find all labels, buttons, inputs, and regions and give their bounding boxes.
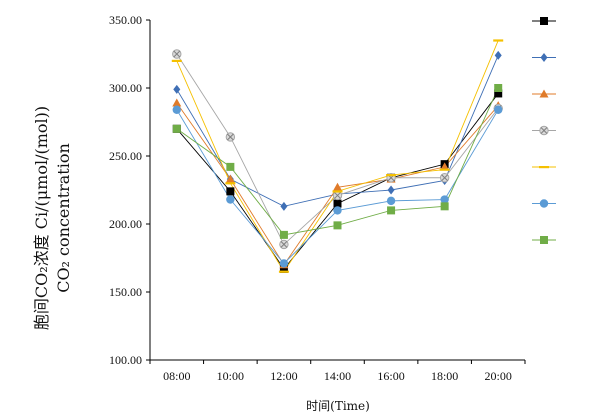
- series-5-point: [171, 59, 182, 62]
- y-tick-label: 150.00: [109, 285, 142, 299]
- y-axis-title-group: 胞间CO₂浓度 Ci/(μmol/(mol)) CO₂ concentratio…: [32, 106, 73, 330]
- series-7-point: [494, 84, 503, 92]
- x-tick-label: 16:00: [377, 369, 404, 383]
- series-6-point: [494, 105, 503, 114]
- series-3-point: [440, 162, 450, 171]
- legend-marker-6: [539, 199, 549, 208]
- series-1-line: [176, 93, 499, 270]
- series-4-point: [225, 132, 236, 142]
- series-5-point: [332, 190, 343, 193]
- series-5-point: [439, 168, 450, 171]
- series-2-point: [494, 50, 502, 60]
- series-2-point: [280, 201, 288, 211]
- y-tick-label: 100.00: [109, 353, 142, 367]
- series-1-point: [494, 89, 503, 98]
- x-tick-label: 10:00: [217, 369, 244, 383]
- series-5-point: [278, 270, 289, 273]
- series-4-point: [279, 239, 289, 250]
- x-tick-labels: 08:00 10:00 12:00 14:00 16:00 18:00 20:00: [163, 369, 512, 383]
- series-7-point: [279, 230, 288, 239]
- series-1-point: [279, 264, 288, 273]
- series-5-point: [386, 174, 397, 177]
- series-7-point: [440, 202, 449, 211]
- series-1-point: [226, 187, 235, 196]
- series-6-point: [279, 259, 289, 268]
- series-1-point: [333, 199, 342, 208]
- legend-marker-1: [540, 17, 548, 25]
- series-3-point: [333, 182, 342, 191]
- series-7-point: [387, 206, 396, 215]
- series-6-point: [226, 195, 235, 204]
- y-tick-label: 300.00: [109, 81, 142, 95]
- series-3-point: [225, 174, 235, 183]
- series-group: [171, 39, 504, 273]
- x-tick-label: 18:00: [431, 369, 458, 383]
- x-axis-title: 时间(Time): [306, 399, 370, 413]
- series-7-point: [172, 124, 181, 133]
- legend-marker-3: [539, 89, 549, 98]
- y-axis-title-line1: 胞间CO₂浓度 Ci/(μmol/(mol)): [32, 106, 51, 330]
- y-tick-label: 200.00: [109, 217, 142, 231]
- series-6-point: [386, 196, 396, 206]
- series-5-line: [176, 40, 499, 273]
- x-tick-label: 08:00: [163, 369, 190, 383]
- legend-marker-4: [539, 125, 549, 136]
- series-5-point: [225, 182, 236, 185]
- y-tick-labels: 100.00 150.00 200.00 250.00 300.00 350.00: [109, 13, 142, 367]
- legend-marker-2: [540, 53, 548, 62]
- series-7-point: [333, 221, 342, 230]
- series-3-point: [172, 98, 182, 107]
- series-6-point: [440, 195, 449, 204]
- series-4-point: [172, 49, 182, 59]
- series-6-point: [172, 105, 181, 114]
- x-tick-label: 12:00: [270, 369, 297, 383]
- y-tick-label: 350.00: [109, 13, 142, 27]
- series-2-point: [173, 84, 181, 94]
- series-7-point: [226, 162, 235, 171]
- series-4-line: [176, 53, 499, 246]
- x-tick-label: 14:00: [324, 369, 351, 383]
- series-5-point: [493, 39, 504, 42]
- series-6-point: [333, 206, 342, 215]
- y-tick-label: 250.00: [109, 149, 142, 163]
- legend-marker-7: [540, 236, 548, 244]
- series-4-point: [439, 173, 450, 183]
- x-tick-label: 20:00: [485, 369, 512, 383]
- legend-marker-5: [539, 166, 549, 169]
- y-axis-title-line2: CO₂ concentration: [54, 143, 73, 293]
- series-2-point: [387, 185, 395, 195]
- axes: [146, 19, 526, 364]
- legend: [532, 17, 556, 244]
